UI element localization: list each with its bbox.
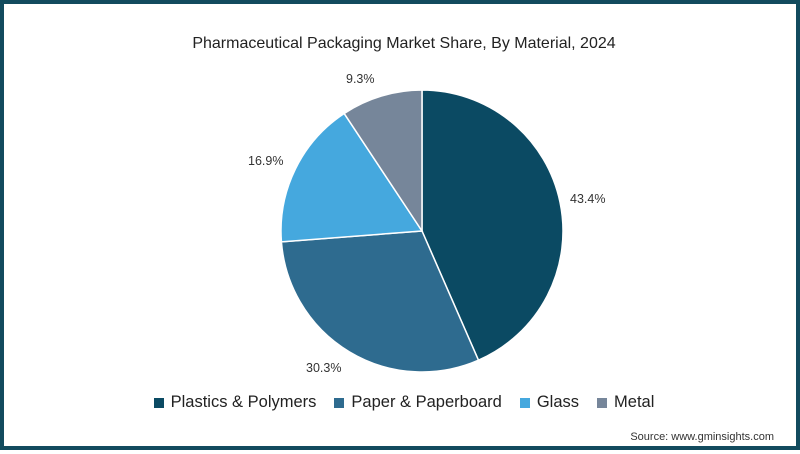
legend-swatch-icon xyxy=(519,397,530,408)
legend-item-plastics: Plastics & Polymers xyxy=(153,393,317,412)
slice-label-glass: 16.9% xyxy=(248,154,284,168)
legend-swatch-icon xyxy=(597,397,608,408)
pie-slice-metal xyxy=(343,89,423,234)
legend-label: Paper & Paperboard xyxy=(351,393,502,411)
legend-item-paper: Paper & Paperboard xyxy=(334,393,502,412)
legend-item-metal: Metal xyxy=(597,393,654,412)
legend-label: Metal xyxy=(614,393,655,411)
pie-slice-plastics xyxy=(421,89,564,362)
pie-chart xyxy=(280,89,564,373)
slice-label-metal: 9.3% xyxy=(346,72,375,86)
legend-swatch-icon xyxy=(153,397,164,408)
slice-label-plastics: 43.4% xyxy=(570,192,606,206)
legend-swatch-icon xyxy=(334,397,345,408)
legend-item-glass: Glass xyxy=(519,393,580,412)
legend-label: Plastics & Polymers xyxy=(170,393,317,411)
pie-slice-paper xyxy=(280,230,480,373)
slice-label-paper: 30.3% xyxy=(306,361,342,375)
source-note: Source: www.gminsights.com xyxy=(630,431,774,443)
legend: Plastics & Polymers Paper & Paperboard G… xyxy=(4,393,800,412)
pie-slice-glass xyxy=(280,112,424,243)
legend-label: Glass xyxy=(536,393,580,411)
chart-title: Pharmaceutical Packaging Market Share, B… xyxy=(192,35,616,52)
